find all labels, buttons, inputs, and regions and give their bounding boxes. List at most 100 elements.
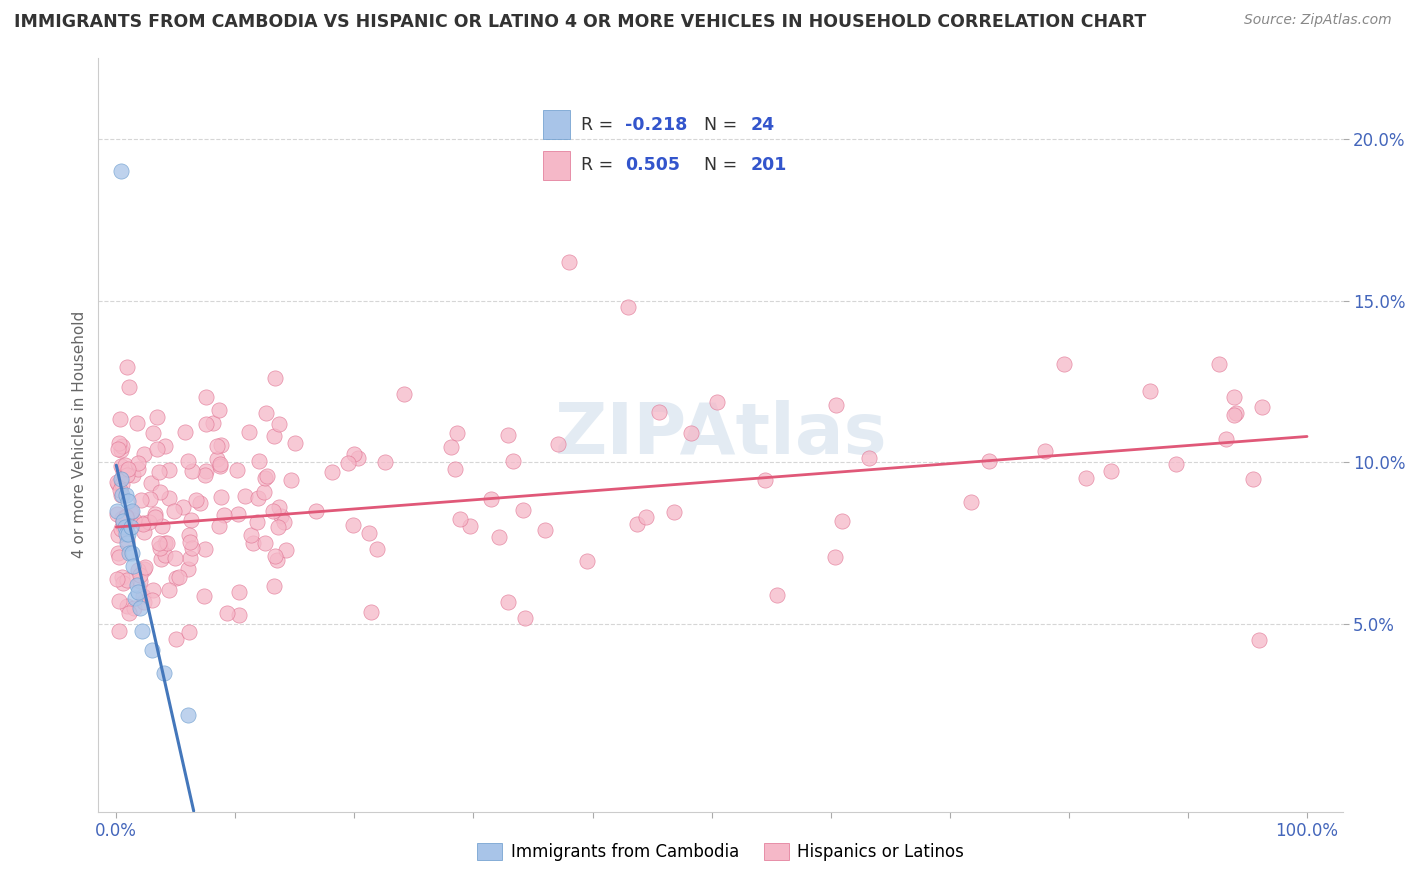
Point xyxy=(858,450,880,465)
Point xyxy=(193,589,215,603)
Point xyxy=(148,465,170,479)
Point xyxy=(141,593,163,607)
Point xyxy=(226,508,249,522)
Point xyxy=(143,509,166,524)
Point xyxy=(114,458,136,472)
Point xyxy=(205,451,228,466)
Point xyxy=(208,518,231,533)
Point xyxy=(132,516,155,530)
Point xyxy=(138,515,160,529)
Point xyxy=(831,514,853,528)
Point xyxy=(212,508,235,523)
Point xyxy=(195,417,218,431)
Point xyxy=(165,551,187,566)
Point xyxy=(117,468,139,483)
Text: Source: ZipAtlas.com: Source: ZipAtlas.com xyxy=(1244,13,1392,28)
Text: N =: N = xyxy=(704,116,742,134)
Point xyxy=(254,406,277,420)
Point xyxy=(107,507,129,521)
Point xyxy=(107,477,129,491)
Point xyxy=(115,573,138,587)
Point xyxy=(111,476,134,491)
Point xyxy=(267,500,290,515)
Point xyxy=(263,579,285,593)
Point xyxy=(132,595,155,609)
Point xyxy=(825,398,848,412)
Point xyxy=(1033,444,1056,458)
Point xyxy=(114,526,136,541)
Point xyxy=(246,491,269,505)
Point xyxy=(114,488,136,502)
Point xyxy=(496,594,519,608)
Point xyxy=(107,624,129,638)
Point xyxy=(446,426,468,441)
Point xyxy=(181,463,204,477)
Point xyxy=(1250,401,1272,415)
Point xyxy=(177,453,200,467)
Point xyxy=(118,607,141,621)
Point xyxy=(392,387,415,401)
Point xyxy=(626,517,648,532)
Point xyxy=(1099,464,1122,478)
Point xyxy=(128,568,150,582)
Point xyxy=(366,541,388,556)
Point xyxy=(440,441,463,455)
Point xyxy=(125,416,148,430)
Point xyxy=(242,535,264,549)
Point xyxy=(129,492,152,507)
Text: 0.505: 0.505 xyxy=(624,156,679,174)
Point xyxy=(269,417,291,432)
Point xyxy=(163,503,186,517)
Point xyxy=(205,439,228,453)
Point xyxy=(110,458,132,473)
Point xyxy=(111,519,134,533)
Text: N =: N = xyxy=(704,156,742,174)
Point xyxy=(110,488,132,502)
Point xyxy=(146,442,169,457)
Point xyxy=(209,459,232,474)
Point xyxy=(127,456,149,470)
Point xyxy=(194,468,217,483)
Point xyxy=(488,530,510,544)
Point xyxy=(108,412,131,426)
Y-axis label: 4 or more Vehicles in Household: 4 or more Vehicles in Household xyxy=(72,311,87,558)
Point xyxy=(155,535,177,549)
Point xyxy=(139,491,162,506)
Point xyxy=(209,457,232,471)
Point xyxy=(1053,357,1076,371)
Point xyxy=(270,508,292,523)
Point xyxy=(512,503,534,517)
Point xyxy=(274,543,297,558)
Point xyxy=(114,520,136,534)
Point xyxy=(107,546,129,560)
Point xyxy=(118,380,141,394)
Point xyxy=(142,583,165,598)
Point xyxy=(179,551,201,566)
Point xyxy=(115,536,138,550)
Point xyxy=(233,490,256,504)
Point xyxy=(150,518,173,533)
Text: R =: R = xyxy=(581,156,619,174)
Point xyxy=(181,541,204,556)
Point xyxy=(479,491,502,506)
Point xyxy=(1208,357,1230,371)
Point xyxy=(208,403,231,417)
Point xyxy=(228,607,250,622)
Point xyxy=(253,485,276,500)
Point xyxy=(194,541,217,556)
Point xyxy=(617,300,640,314)
Point xyxy=(157,583,180,598)
Point xyxy=(1215,432,1237,446)
Point xyxy=(172,500,194,514)
Point xyxy=(124,591,146,606)
Point xyxy=(129,601,152,615)
Point xyxy=(337,456,360,470)
Point xyxy=(111,488,134,502)
Point xyxy=(273,515,295,529)
Point xyxy=(110,442,132,457)
Point xyxy=(148,536,170,550)
Point xyxy=(1225,406,1247,420)
Point xyxy=(112,465,135,479)
Point xyxy=(177,528,200,542)
Point xyxy=(679,425,702,440)
